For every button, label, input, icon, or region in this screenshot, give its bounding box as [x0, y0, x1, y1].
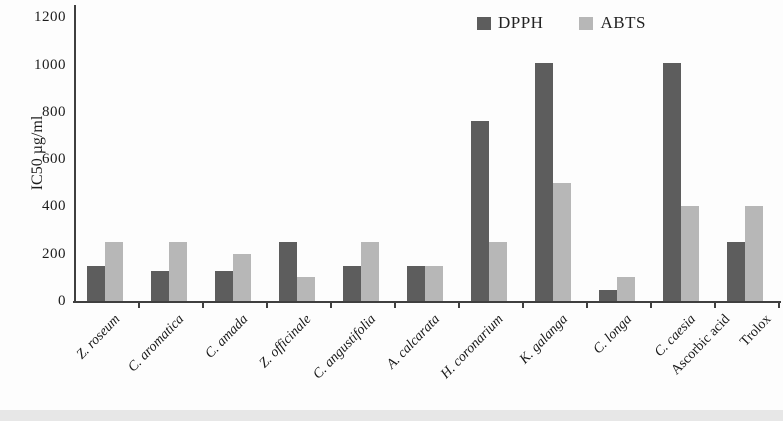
x-tick-mark	[394, 303, 396, 308]
x-tick-mark	[266, 303, 268, 308]
x-category-label: C. amada	[202, 312, 251, 362]
x-tick-mark	[778, 303, 780, 308]
bar-dpph	[471, 121, 489, 301]
x-category-label: A. calcarata	[383, 312, 443, 373]
bar-abts	[681, 206, 699, 301]
y-tick-label: 1200	[34, 9, 66, 26]
x-category-label: C. aromatica	[125, 312, 187, 376]
y-tick-label: 1000	[34, 56, 66, 73]
legend: DPPH ABTS	[477, 13, 646, 33]
bar-dpph	[663, 63, 681, 301]
x-category-label: C. longa	[590, 312, 635, 358]
bar-abts	[297, 277, 315, 301]
y-axis-line	[74, 5, 76, 303]
bar-abts	[553, 182, 571, 301]
x-category-label: H. coronarium	[438, 312, 507, 382]
legend-swatch-abts	[579, 16, 594, 30]
y-tick-label: 0	[58, 293, 66, 309]
x-category-label: C. angustifolia	[310, 312, 379, 383]
bar-dpph	[279, 241, 297, 301]
x-tick-mark	[522, 303, 524, 308]
x-tick-mark	[202, 303, 204, 308]
bar-abts	[105, 241, 123, 301]
bottom-strip	[0, 410, 783, 421]
y-tick-label: 600	[42, 151, 66, 168]
bar-dpph	[727, 241, 745, 301]
bar-dpph	[215, 271, 233, 301]
legend-label-dpph: DPPH	[498, 13, 544, 32]
bar-abts	[425, 265, 443, 301]
legend-swatch-dpph	[477, 16, 491, 30]
legend-item-dpph: DPPH	[477, 13, 543, 33]
x-tick-mark	[138, 303, 140, 308]
bar-dpph	[535, 63, 553, 301]
x-category-label: K. galanga	[516, 312, 571, 368]
y-tick-label: 800	[42, 103, 66, 120]
x-category-label: Z. roseum	[73, 312, 123, 363]
x-category-label: Trolox	[737, 312, 775, 350]
x-axis-line	[73, 301, 781, 303]
bar-dpph	[599, 290, 617, 301]
x-category-label: Z. officinale	[256, 312, 315, 372]
y-tick-label: 200	[42, 245, 66, 262]
x-tick-mark	[650, 303, 652, 308]
bar-abts	[489, 241, 507, 301]
bar-abts	[169, 241, 187, 301]
x-tick-mark	[586, 303, 588, 308]
bar-abts	[233, 253, 251, 301]
legend-label-abts: ABTS	[600, 13, 646, 32]
bar-dpph	[407, 265, 425, 301]
x-tick-mark	[714, 303, 716, 308]
bar-abts	[361, 241, 379, 301]
x-tick-mark	[330, 303, 332, 308]
bar-abts	[745, 206, 763, 301]
bar-dpph	[151, 271, 169, 301]
legend-item-abts: ABTS	[579, 13, 645, 33]
y-tick-label: 400	[42, 198, 66, 215]
x-tick-mark	[458, 303, 460, 308]
bar-abts	[617, 277, 635, 301]
bar-dpph	[343, 265, 361, 301]
bar-dpph	[87, 265, 105, 301]
